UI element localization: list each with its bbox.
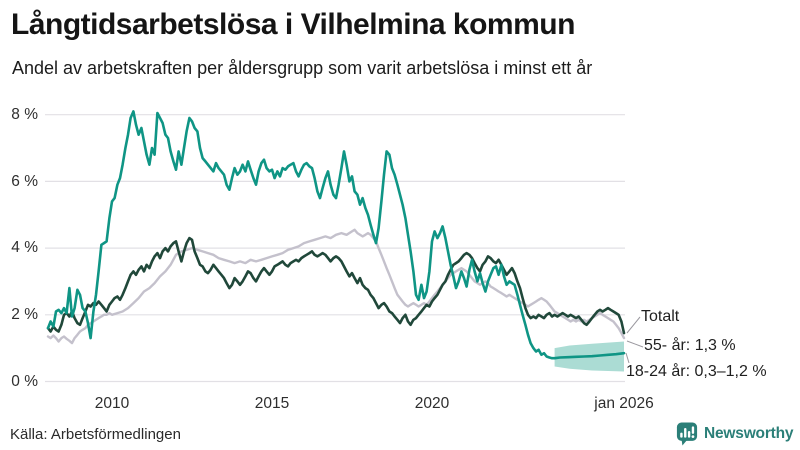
y-axis-tick: 0 % (11, 373, 38, 390)
newsworthy-logo[interactable]: Newsworthy (676, 421, 794, 447)
newsworthy-wordmark: Newsworthy (704, 425, 794, 442)
y-axis-tick: 4 % (11, 239, 38, 256)
y-axis-tick: 2 % (11, 306, 38, 323)
x-axis-tick: jan 2026 (594, 395, 654, 412)
x-axis-tick: 2015 (254, 395, 290, 412)
page-subtitle: Andel av arbetskraften per åldersgrupp s… (12, 58, 593, 78)
x-axis-tick: 2020 (414, 395, 450, 412)
page-title: Långtidsarbetslösa i Vilhelmina kommun (11, 8, 575, 41)
series-line-18-24-r (46, 110, 626, 360)
series-line-totalt (46, 236, 626, 335)
newsworthy-bar-chart-icon (676, 422, 698, 446)
annotation-18-24-ar: 18-24 år: 0,3–1,2 % (626, 363, 767, 380)
y-axis-tick: 6 % (11, 173, 38, 190)
annotation-leader-line (625, 352, 630, 364)
source-note: Källa: Arbetsförmedlingen (10, 426, 181, 443)
annotation-leader-line (626, 316, 641, 334)
y-axis-tick: 8 % (11, 106, 38, 123)
annotation-55-ar: 55- år: 1,3 % (644, 337, 736, 354)
x-axis-tick: 2010 (94, 395, 130, 412)
series-line-55-r (46, 228, 626, 345)
annotation-leader-line (626, 340, 644, 348)
annotation-totalt: Totalt (641, 308, 680, 325)
